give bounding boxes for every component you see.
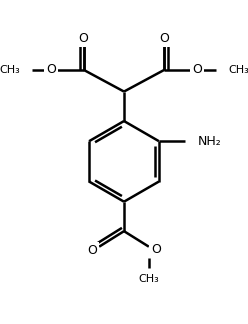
Text: O: O [192, 64, 202, 76]
Text: O: O [79, 32, 89, 45]
Text: O: O [46, 64, 56, 76]
Text: CH₃: CH₃ [0, 65, 20, 75]
Text: O: O [159, 32, 169, 45]
Text: CH₃: CH₃ [228, 65, 248, 75]
Text: O: O [151, 242, 161, 256]
Text: O: O [87, 244, 97, 257]
Text: CH₃: CH₃ [138, 274, 159, 284]
Text: NH₂: NH₂ [198, 135, 221, 148]
